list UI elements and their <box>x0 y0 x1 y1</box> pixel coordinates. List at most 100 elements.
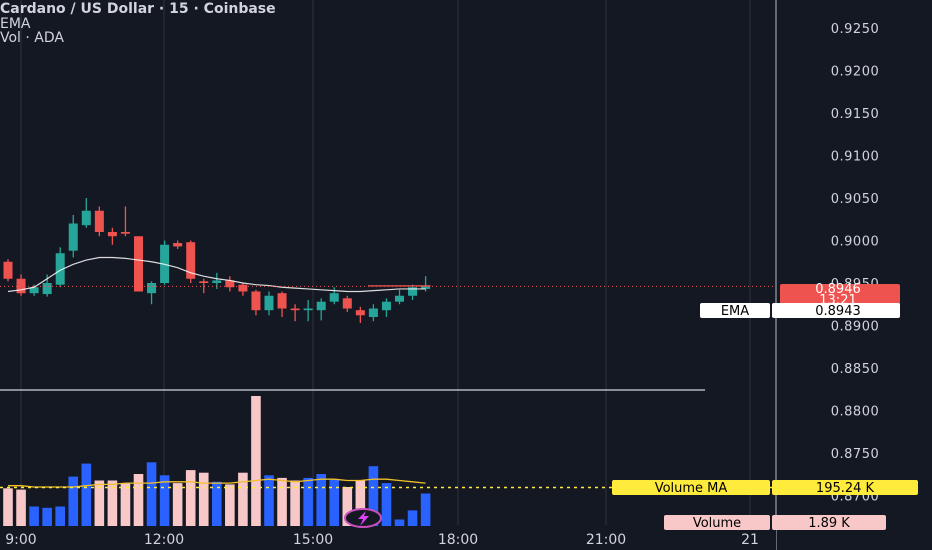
volume-bar <box>251 396 261 526</box>
candle-body <box>16 278 26 294</box>
volume-bar <box>277 477 287 526</box>
volume-bar <box>329 479 340 526</box>
price-axis[interactable]: 0.9250 0.9200 0.9150 0.9100 0.9050 0.9000 0.89… <box>831 22 880 505</box>
volume-legend[interactable]: Vol · ADA <box>0 30 64 46</box>
volume-bar <box>316 474 326 526</box>
candle-body <box>342 298 352 309</box>
volume-bar <box>68 476 79 526</box>
grid-lines <box>20 0 777 550</box>
candle-body <box>421 286 431 289</box>
candle-body <box>303 308 313 311</box>
volume-bar <box>133 474 144 526</box>
volume-bar <box>55 506 65 526</box>
ema-tag-label: EMA <box>721 304 749 319</box>
volume-bar <box>185 470 196 526</box>
volume-bar <box>159 475 170 526</box>
price-tick-label: 0.9200 <box>831 65 880 80</box>
candle-body <box>186 242 196 279</box>
volume-bar <box>394 519 405 526</box>
candle-body <box>238 284 248 292</box>
volume-bar <box>107 480 118 526</box>
volume-ma-tag-label: Volume MA <box>655 481 728 496</box>
volume-tag-label: Volume <box>693 516 741 531</box>
candle-body <box>55 253 65 285</box>
candle-body <box>368 308 378 317</box>
candle-body <box>395 295 404 302</box>
volume-bar <box>120 483 131 526</box>
time-tick-label: 12:00 <box>144 532 184 548</box>
volume-bar <box>381 483 392 526</box>
volume-tag-value: 1.89 K <box>808 516 850 531</box>
price-tick-label: 0.9050 <box>831 192 880 207</box>
time-axis[interactable]: 9:00 12:00 15:00 18:00 21:00 21 <box>0 526 776 550</box>
candle-body <box>408 287 418 296</box>
volume-bar <box>29 506 39 526</box>
lightning-icon[interactable] <box>344 508 382 528</box>
chart-legend: Cardano / US Dollar · 15 · Coinbase EMA … <box>0 2 276 46</box>
candle-body <box>316 301 326 311</box>
candle-body <box>381 301 391 311</box>
volume-bar <box>264 475 274 526</box>
volume-bar <box>81 463 92 526</box>
volume-bar <box>94 480 105 526</box>
volume-bar <box>368 466 379 526</box>
last-price-value: 0.8946 <box>815 282 861 297</box>
time-tick-label: 15:00 <box>293 532 333 548</box>
volume-ma-tag-value: 195.24 K <box>816 481 875 496</box>
price-tick-label: 0.9250 <box>831 22 880 37</box>
time-tick-label: 18:00 <box>438 532 478 548</box>
time-tick-label: 21 <box>741 532 759 548</box>
overlay-lines <box>0 285 776 489</box>
candle-body <box>68 223 78 251</box>
volume-bar <box>355 480 366 526</box>
candle-body <box>81 210 91 226</box>
volume-bar <box>238 472 248 526</box>
volume-bar <box>420 493 431 526</box>
ema-legend[interactable]: EMA <box>0 15 31 32</box>
candle-body <box>120 232 130 234</box>
volume-bar <box>146 462 157 526</box>
price-tick-label: 0.9100 <box>831 150 880 165</box>
ema-tag-value: 0.8943 <box>815 304 861 319</box>
candle-body <box>277 293 287 309</box>
candle-body <box>251 291 261 311</box>
volume-tag: Volume 1.89 K <box>664 515 886 531</box>
price-tick-label: 0.8900 <box>831 320 880 335</box>
volume-ma-tag: Volume MA 195.24 K <box>612 480 918 496</box>
volume-bar <box>407 510 418 526</box>
price-tick-label: 0.8750 <box>831 447 880 462</box>
ema-polyline <box>7 256 426 293</box>
volume-bar <box>172 483 183 526</box>
price-tick-label: 0.8850 <box>831 362 880 377</box>
ema-line <box>7 256 426 293</box>
time-axis-background <box>0 526 776 550</box>
ema-tag: EMA 0.8943 <box>700 303 900 319</box>
volume-bar <box>212 481 222 526</box>
candle-body <box>290 308 300 311</box>
candle-body <box>173 243 183 247</box>
candle-body <box>355 310 365 316</box>
volume-bar <box>42 507 52 526</box>
price-tick-label: 0.9000 <box>831 235 880 250</box>
volume-bar <box>16 489 26 526</box>
candle-body <box>199 281 209 283</box>
candle-body <box>264 295 274 311</box>
candle-body <box>107 232 117 237</box>
candle-body <box>225 280 235 288</box>
volume-ma-line <box>8 478 426 488</box>
volume-bars <box>3 396 431 526</box>
candle-body <box>3 261 13 279</box>
candle-body <box>329 293 339 302</box>
price-tick-label: 0.8800 <box>831 405 880 420</box>
volume-ma-polyline <box>8 478 426 488</box>
candle-body <box>29 287 39 294</box>
candle-body <box>147 283 157 294</box>
symbol-title[interactable]: Cardano / US Dollar · 15 · Coinbase <box>0 1 276 17</box>
time-tick-label: 9:00 <box>5 532 36 548</box>
time-tick-label: 21:00 <box>586 532 626 548</box>
candle-body <box>94 210 104 232</box>
volume-bar <box>198 472 209 526</box>
candle-body <box>134 236 143 292</box>
candle-body <box>42 283 52 295</box>
